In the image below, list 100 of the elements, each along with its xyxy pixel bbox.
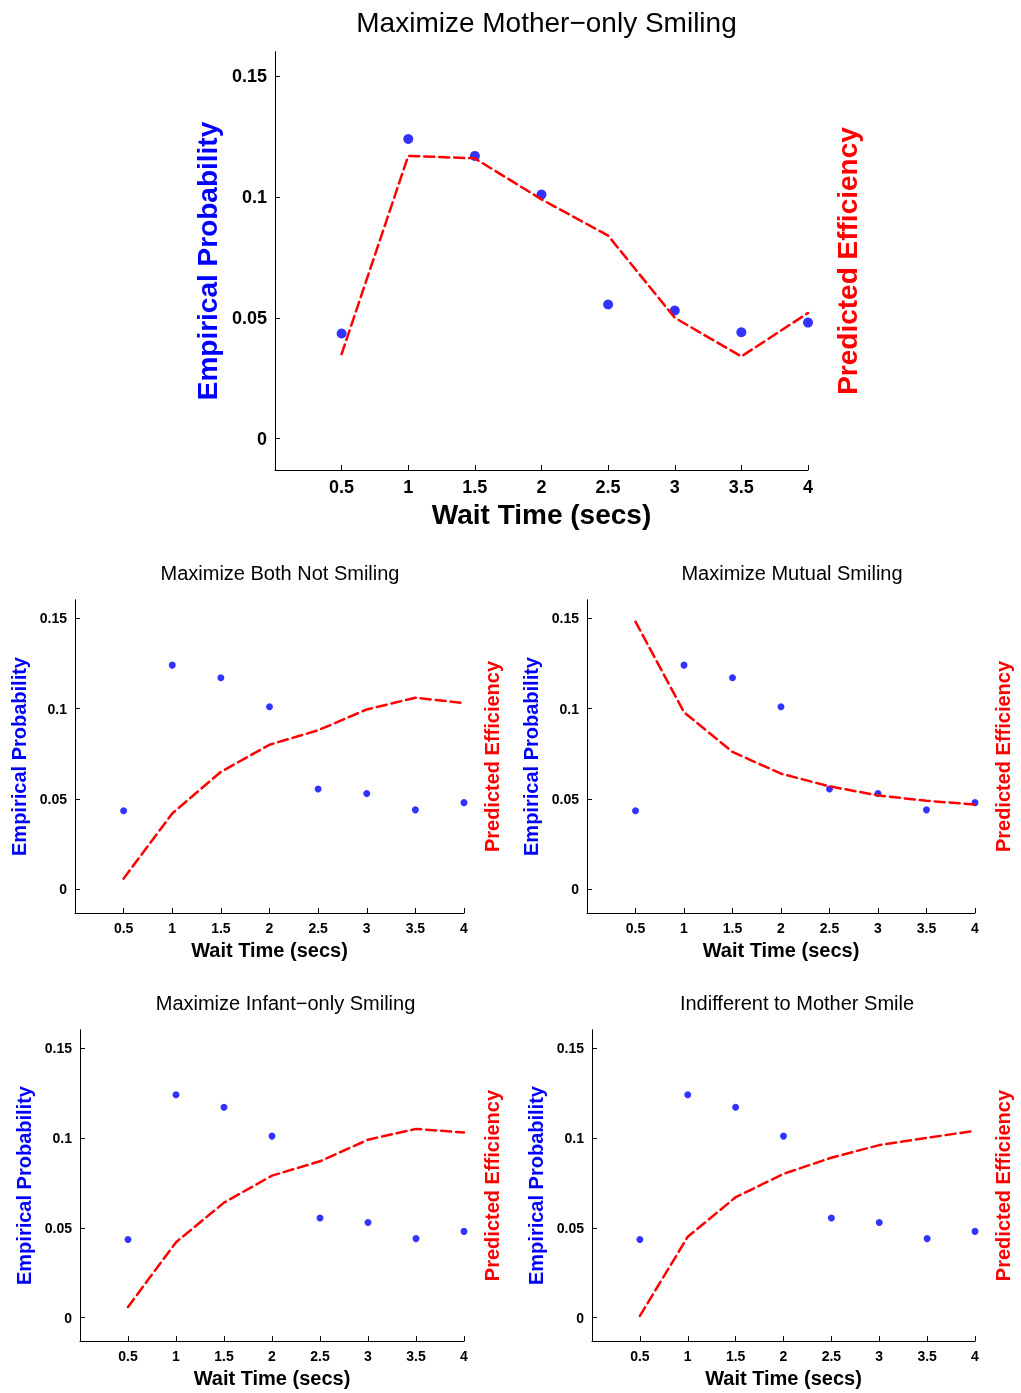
x-tick-label: 2.5 [595, 477, 621, 497]
x-tick-label: 1.5 [214, 1348, 234, 1365]
x-tick-label: 1.5 [462, 477, 488, 497]
point [732, 1103, 740, 1111]
y-axis-title: Empirical Probability [519, 656, 542, 856]
y-axis-title: Empirical Probability [7, 656, 30, 856]
x-tick-label: 3 [874, 920, 883, 936]
x-tick-label: 3.5 [405, 920, 426, 936]
y-tick-label: 0 [64, 1309, 73, 1326]
line-series [634, 620, 977, 806]
y-tick-label: 0.15 [556, 1039, 585, 1056]
x-tick-label: 0.5 [625, 920, 646, 936]
y-tick-label: 0 [59, 881, 68, 898]
line-series [126, 1127, 466, 1309]
y-tick-label: 0.1 [52, 1129, 73, 1146]
y-axis-title: Empirical Probability [12, 1085, 35, 1286]
x-tick-label: 2.5 [310, 1348, 330, 1365]
x-axis-title: Wait Time (secs) [431, 499, 652, 531]
chart-title: Maximize Mother−only Smiling [356, 6, 737, 38]
x-tick-label: 1 [683, 1348, 692, 1365]
y2-axis-title: Predicted Efficiency [481, 1089, 503, 1282]
x-tick-label: 2 [536, 477, 547, 497]
point [736, 327, 747, 338]
y2-axis-title: Predicted Efficiency [481, 660, 503, 853]
x-tick-label: 3.5 [728, 477, 754, 497]
point [971, 1227, 979, 1235]
point [403, 133, 414, 144]
x-tick-label: 0.5 [630, 1348, 650, 1365]
x-tick-label: 1.5 [722, 920, 743, 936]
x-axis-title: Wait Time (secs) [193, 1367, 351, 1389]
x-tick-label: 1 [168, 920, 177, 936]
x-axis-title: Wait Time (secs) [705, 1367, 862, 1389]
x-tick-label: 3 [364, 1348, 373, 1365]
x-tick-label: 4 [971, 920, 980, 936]
y-tick-label: 0 [256, 428, 267, 449]
point [336, 328, 347, 339]
point [364, 1218, 372, 1226]
y-tick-label: 0.05 [556, 1219, 585, 1236]
chart-title: Indifferent to Mother Smile [679, 992, 915, 1014]
y-tick-label: 0.05 [44, 1219, 73, 1236]
x-tick-label: 4 [802, 477, 814, 497]
y-axis-title: Empirical Probability [524, 1085, 547, 1286]
point [460, 799, 468, 807]
x-tick-label: 2 [265, 920, 274, 936]
point [168, 661, 176, 669]
x-tick-label: 2.5 [308, 920, 329, 936]
x-tick-label: 3 [875, 1348, 884, 1365]
chart-title: Maximize Both Not Smiling [160, 562, 400, 584]
point [603, 299, 614, 310]
point [124, 1236, 132, 1243]
x-tick-label: 2 [779, 1348, 788, 1365]
point [411, 806, 419, 814]
point [363, 790, 371, 798]
y-tick-label: 0.1 [47, 700, 68, 717]
x-axis-title: Wait Time (secs) [702, 938, 860, 961]
point [217, 674, 225, 682]
x-tick-label: 4 [460, 920, 469, 936]
x-tick-label: 3 [362, 920, 371, 936]
y-tick-label: 0.15 [44, 1039, 73, 1056]
x-axis-title: Wait Time (secs) [191, 938, 348, 961]
x-tick-label: 3.5 [917, 1348, 938, 1365]
x-tick-label: 4 [971, 1348, 980, 1365]
x-tick-label: 4 [460, 1348, 469, 1365]
y-axis-title: Empirical Probability [191, 121, 223, 401]
x-tick-label: 1 [403, 477, 414, 497]
point [827, 1214, 835, 1222]
y-tick-label: 0.1 [564, 1129, 585, 1146]
y-tick-label: 0.05 [551, 791, 580, 808]
point [172, 1091, 180, 1099]
x-tick-label: 0.5 [113, 920, 134, 936]
x-tick-label: 2.5 [821, 1348, 842, 1365]
y-tick-label: 0.05 [231, 307, 267, 328]
y-tick-label: 0.1 [241, 186, 267, 207]
point [120, 807, 128, 815]
y-tick-label: 0.15 [231, 66, 267, 87]
x-tick-label: 1.5 [725, 1348, 746, 1365]
x-tick-label: 3 [669, 477, 680, 497]
point [636, 1236, 644, 1243]
point [460, 1227, 468, 1235]
point [923, 1235, 931, 1243]
x-tick-label: 1.5 [211, 920, 231, 936]
x-tick-label: 0.5 [329, 477, 355, 497]
point [220, 1103, 228, 1111]
point [412, 1235, 420, 1243]
x-tick-label: 3.5 [916, 920, 937, 936]
point [729, 674, 736, 682]
point [314, 785, 322, 793]
x-tick-label: 2 [268, 1348, 277, 1365]
y2-axis-title: Predicted Efficiency [992, 1089, 1014, 1282]
x-tick-label: 2 [777, 920, 786, 936]
x-tick-label: 1 [172, 1348, 181, 1365]
y2-axis-title: Predicted Efficiency [831, 126, 863, 395]
point [266, 703, 273, 711]
y-tick-label: 0.1 [559, 700, 580, 717]
y-tick-label: 0.05 [39, 791, 68, 808]
point [777, 703, 785, 711]
point [632, 807, 639, 815]
point [803, 317, 813, 328]
y-tick-label: 0 [571, 881, 580, 898]
point [684, 1091, 692, 1099]
